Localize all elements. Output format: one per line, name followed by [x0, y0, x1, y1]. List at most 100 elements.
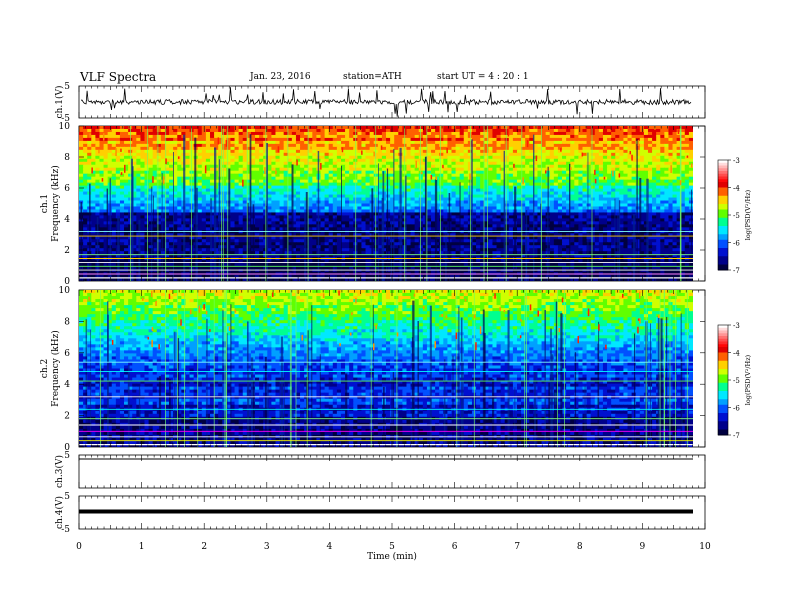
- colorbar-swatch: [718, 228, 728, 232]
- ch4-ytick-bottom: -5: [61, 525, 70, 535]
- colorbar-swatch: [718, 388, 728, 392]
- waveforms: [79, 87, 693, 514]
- ch4-ytick-top: 5: [64, 492, 70, 502]
- colorbar-swatch: [718, 226, 728, 230]
- colorbar-label: log(PSD(V²/Hz): [744, 354, 752, 405]
- station-label: station=ATH: [343, 72, 402, 82]
- spectrogram-ch1: [79, 126, 693, 281]
- colorbar-swatch: [718, 215, 728, 219]
- colorbar-swatch: [718, 415, 728, 419]
- colorbar-swatch: [718, 325, 728, 329]
- spec2-ytick: 0: [64, 443, 70, 453]
- colorbar-swatch: [718, 220, 728, 224]
- spec2-ytick: 10: [59, 286, 71, 296]
- colorbar-swatch: [718, 338, 728, 342]
- colorbar-swatch: [718, 366, 728, 370]
- colorbar-swatch: [718, 407, 728, 411]
- colorbar-swatch: [718, 347, 728, 351]
- colorbar-tick-label: -6: [733, 240, 740, 248]
- spec2-ytick: 8: [64, 317, 70, 327]
- spectrogram-ch2: [79, 290, 693, 447]
- spec2-ylabel-channel: ch.2: [40, 359, 50, 378]
- colorbar-swatch: [718, 399, 728, 403]
- chart-title: VLF Spectra: [80, 70, 157, 84]
- colorbar-swatch: [718, 245, 728, 249]
- colorbar-swatch: [718, 250, 728, 254]
- ch4-ylabel: ch.4(V): [54, 496, 65, 529]
- x-tick-label: 4: [327, 542, 333, 552]
- colorbar-swatch: [718, 424, 728, 428]
- date-label: Jan. 23, 2016: [250, 72, 311, 82]
- x-tick-label: 10: [699, 542, 711, 552]
- colorbar-swatch: [718, 385, 728, 389]
- ch1-ytick-bottom: -5: [61, 114, 70, 124]
- spec1-ytick: 10: [59, 122, 71, 132]
- colorbar-swatch: [718, 344, 728, 348]
- colorbar-swatch: [718, 377, 728, 381]
- spec1-ytick: 8: [64, 153, 70, 163]
- colorbar-swatch: [718, 204, 728, 208]
- colorbar-swatch: [718, 239, 728, 243]
- colorbar-swatch: [718, 168, 728, 172]
- colorbar-swatch: [718, 173, 728, 177]
- spec1-ylabel-channel: ch.1: [40, 194, 50, 213]
- colorbar-swatch: [718, 358, 728, 362]
- colorbar-swatch: [718, 404, 728, 408]
- colorbar-label: log(PSD(V²/Hz): [744, 189, 752, 240]
- colorbar-swatch: [718, 182, 728, 186]
- colorbar-swatch: [718, 201, 728, 205]
- colorbar-swatch: [718, 259, 728, 263]
- colorbar-swatch: [718, 432, 728, 436]
- colorbar-swatch: [718, 171, 728, 175]
- x-tick-label: 8: [577, 542, 583, 552]
- colorbar-swatch: [718, 391, 728, 395]
- x-axis-label: Time (min): [367, 551, 417, 562]
- colorbar-swatch: [718, 267, 728, 271]
- colorbar-swatch: [718, 363, 728, 367]
- colorbar-swatch: [718, 206, 728, 210]
- colorbar-swatch: [718, 393, 728, 397]
- colorbar-swatch: [718, 237, 728, 241]
- colorbar-swatch: [718, 209, 728, 213]
- colorbar-swatch: [718, 336, 728, 340]
- colorbar-swatch: [718, 248, 728, 252]
- colorbar-tick-label: -7: [733, 432, 740, 440]
- colorbar-swatch: [718, 234, 728, 238]
- x-tick-label: 7: [514, 542, 520, 552]
- x-tick-label: 1: [139, 542, 145, 552]
- spec2-ylabel-frequency: Frequency (kHz): [50, 330, 61, 407]
- colorbar-swatch: [718, 333, 728, 337]
- colorbar-swatch: [718, 369, 728, 373]
- colorbar-swatch: [718, 355, 728, 359]
- colorbar-tick-label: -3: [733, 157, 740, 165]
- colorbar-swatch: [718, 223, 728, 227]
- spec2-ytick: 6: [64, 349, 70, 359]
- colorbar-swatch: [718, 242, 728, 246]
- spec1-ytick: 2: [64, 246, 70, 256]
- colorbar-swatch: [718, 421, 728, 425]
- colorbar-tick-label: -6: [733, 405, 740, 413]
- colorbar-swatch: [718, 193, 728, 197]
- colorbar-swatch: [718, 256, 728, 260]
- colorbar-swatch: [718, 349, 728, 353]
- spec2-ytick: 4: [64, 380, 70, 390]
- colorbar-swatch: [718, 253, 728, 257]
- colorbar-tick-label: -4: [733, 350, 740, 358]
- colorbar-swatch: [718, 426, 728, 430]
- spec2-ytick: 2: [64, 412, 70, 422]
- colorbar-swatch: [718, 160, 728, 164]
- spec1-ytick: 0: [64, 277, 70, 287]
- spec1-ylabel-frequency: Frequency (kHz): [50, 165, 61, 242]
- colorbar-swatch: [718, 198, 728, 202]
- colorbar-swatch: [718, 231, 728, 235]
- x-tick-label: 3: [264, 542, 270, 552]
- ch1-ylabel: ch.1(V): [54, 86, 65, 119]
- colorbar-swatch: [718, 371, 728, 375]
- x-tick-label: 6: [452, 542, 458, 552]
- x-tick-label: 5: [389, 542, 395, 552]
- colorbar-swatch: [718, 402, 728, 406]
- colorbar-swatch: [718, 418, 728, 422]
- colorbar-swatch: [718, 184, 728, 188]
- colorbar-swatch: [718, 374, 728, 378]
